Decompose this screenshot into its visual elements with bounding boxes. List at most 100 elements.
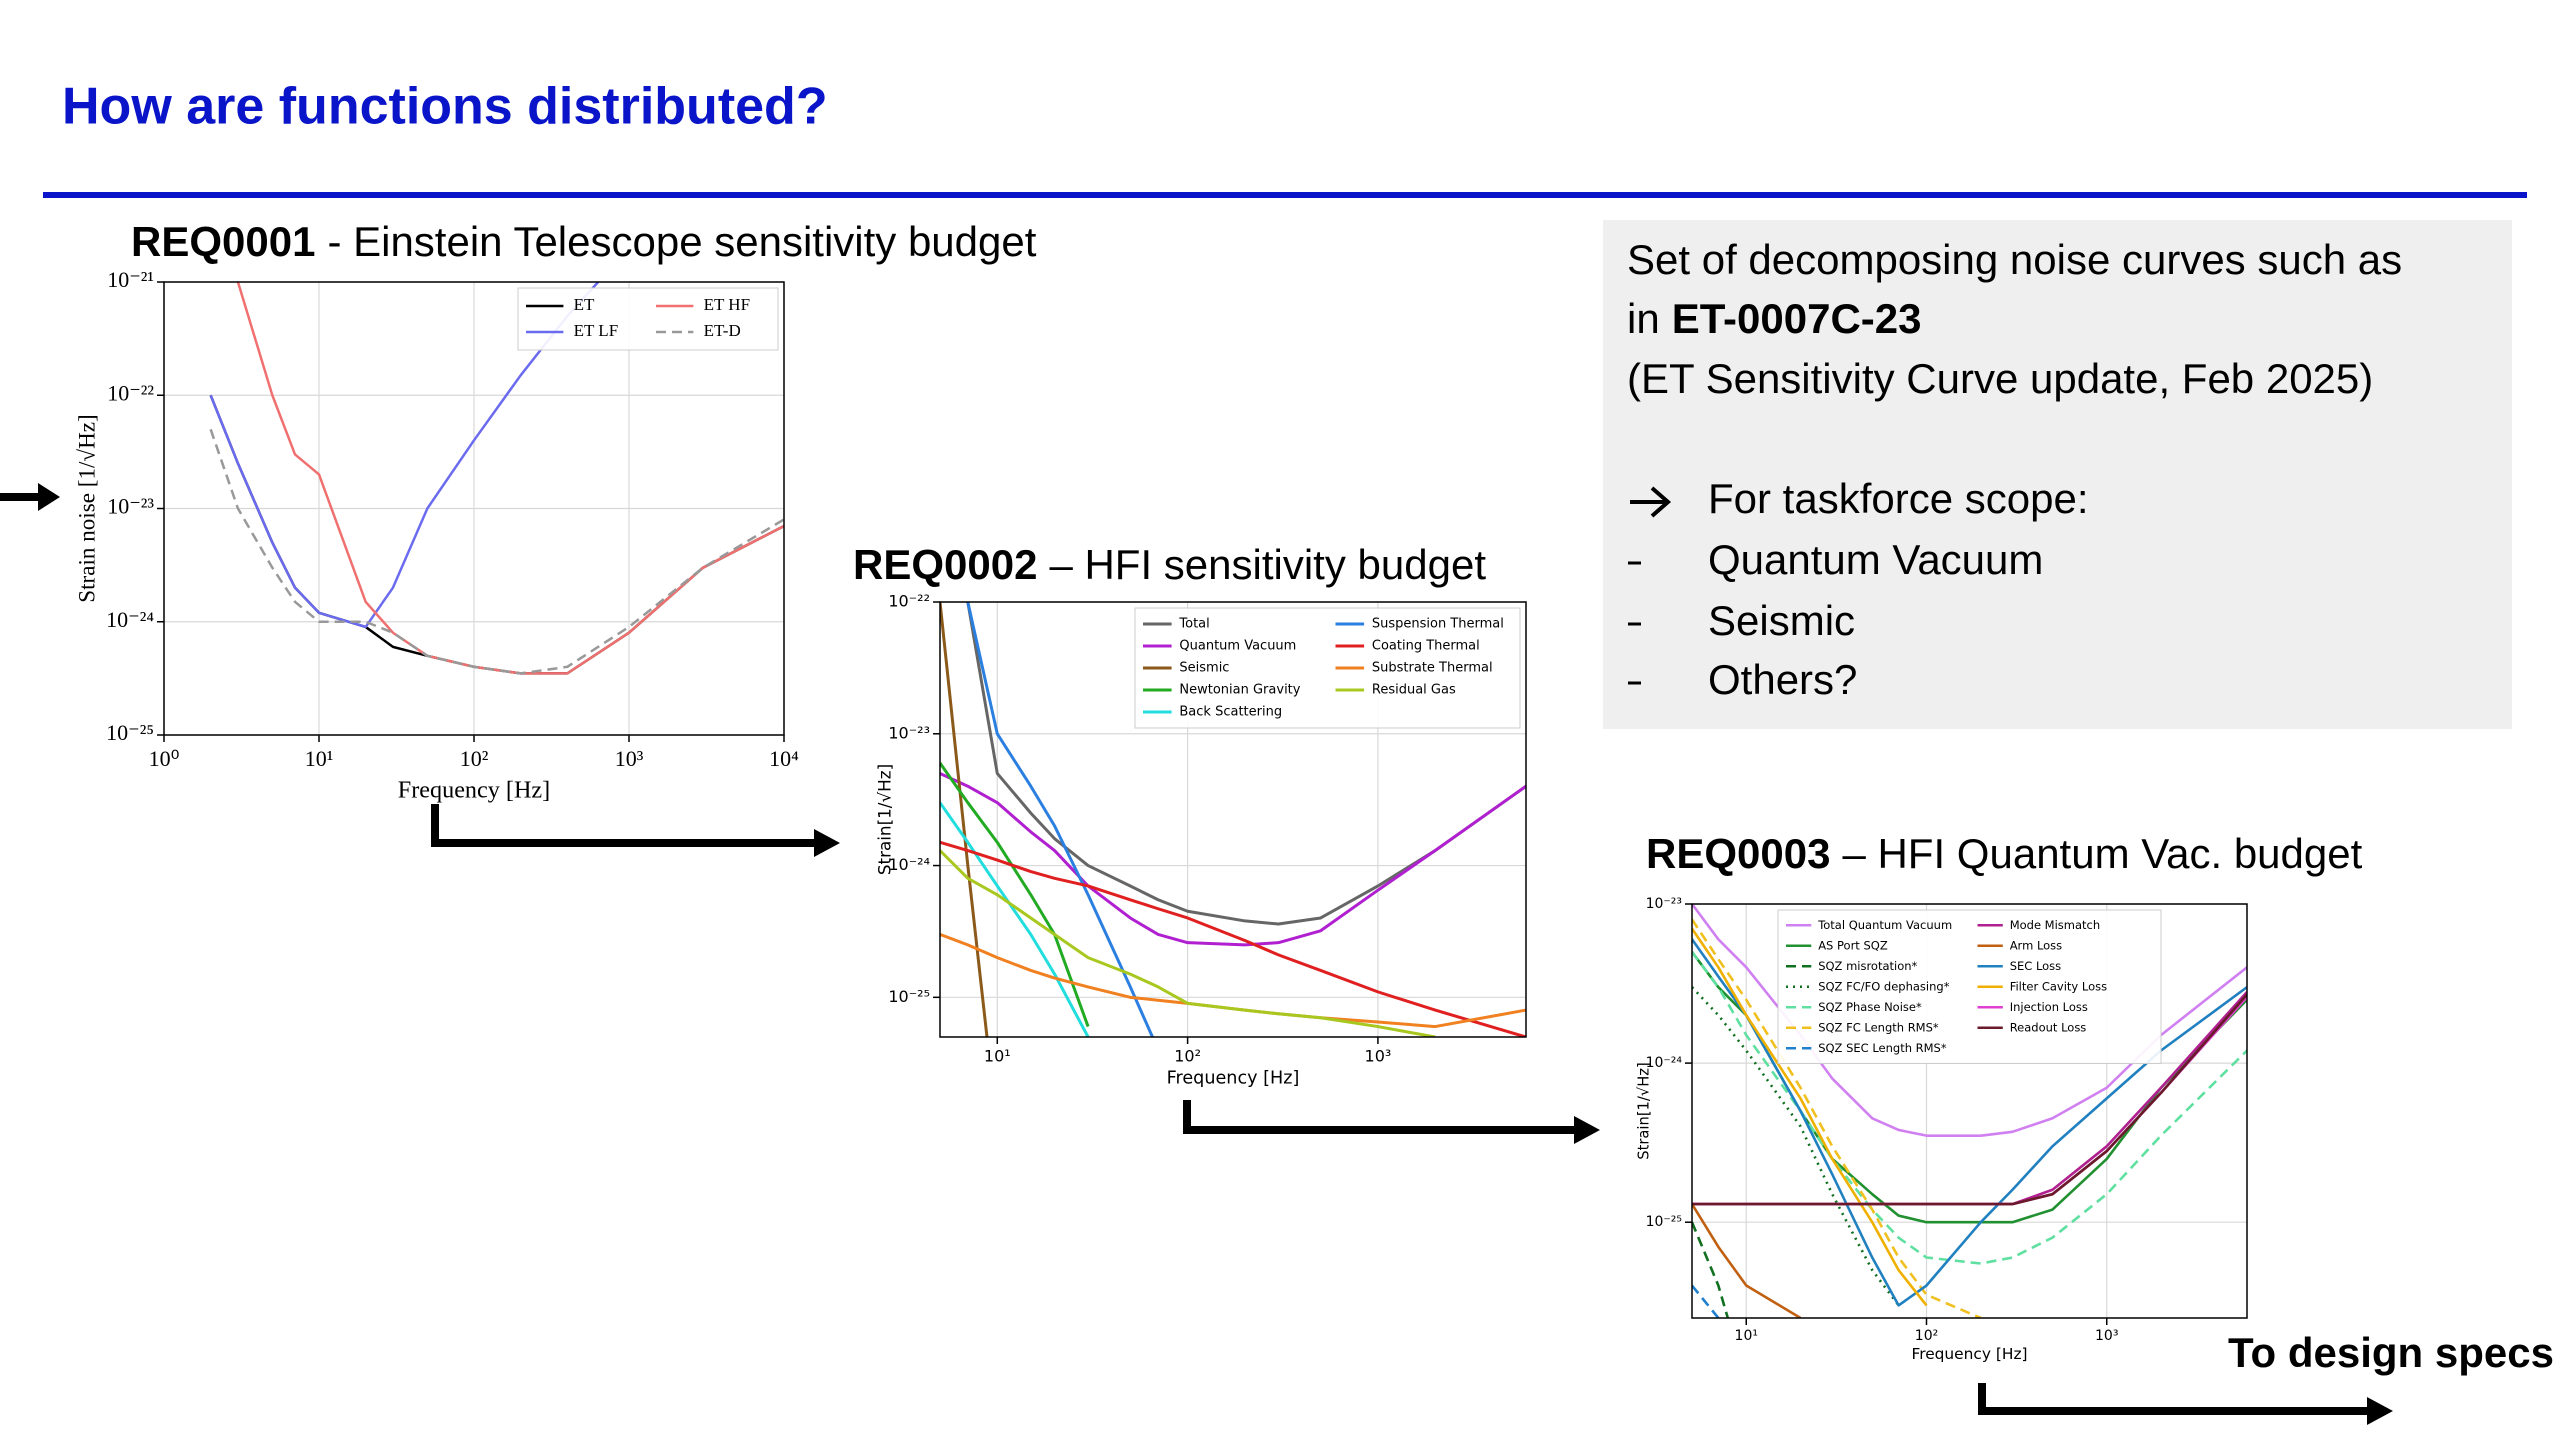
y-tick-label: 10⁻²² [888, 592, 930, 611]
legend-label: SQZ misrotation* [1818, 959, 1917, 973]
y-axis-label: Strain noise [1/√Hz] [73, 414, 99, 602]
series-line [940, 933, 1526, 1029]
legend-label: Quantum Vacuum [1179, 639, 1296, 654]
chart-caption: REQ0002 – HFI sensitivity budget [853, 541, 1486, 588]
legend-label: SEC Loss [2010, 959, 2061, 973]
y-axis-label: Strain[1/√Hz] [1635, 1062, 1652, 1159]
series-line [1692, 993, 2247, 1206]
legend-label: SQZ FC Length RMS* [1818, 1020, 1939, 1034]
legend-label: ET-D [704, 321, 741, 340]
note-item: Seismic [1708, 597, 1855, 644]
legend-box [1134, 607, 1521, 729]
legend-label: Mode Mismatch [2010, 918, 2100, 932]
legend-box [517, 287, 779, 351]
series-lines [940, 602, 1526, 1037]
plot-frame [939, 601, 1527, 1038]
legend-label: Substrate Thermal [1372, 661, 1493, 676]
series-line [940, 772, 1526, 947]
series-line [940, 801, 1090, 1037]
chart: REQ0003 – HFI Quantum Vac. budget 10¹ 10² 10… [1635, 830, 2363, 1363]
x-tick-label: 10³ [615, 746, 644, 771]
legend: Total Quantum Vacuum AS Port SQZ SQZ misro… [1777, 909, 2162, 1064]
legend-label: Suspension Thermal [1372, 617, 1504, 632]
y-tick-label: 10⁻²³ [888, 723, 930, 742]
y-tick-label: 10⁻²⁴ [888, 855, 930, 874]
y-tick-label: 10⁻²³ [107, 494, 154, 519]
legend-label: SQZ FC/FO dephasing* [1818, 979, 1950, 993]
legend-label: Back Scattering [1179, 705, 1282, 720]
arrow-1-shaft [431, 804, 818, 847]
chart-title: – HFI Quantum Vac. budget [1842, 830, 2362, 877]
x-tick-label: 10² [1915, 1328, 1938, 1344]
chart-caption: REQ0003 – HFI Quantum Vac. budget [1646, 830, 2363, 877]
legend-label: Injection Loss [2010, 1000, 2088, 1014]
series-line [940, 849, 1436, 1037]
legend: ET ET LF ET HF ET-D [517, 287, 779, 351]
y-tick-label: 10⁻²⁴ [106, 607, 154, 632]
title-rule [43, 192, 2527, 198]
series-line [1692, 951, 2247, 1265]
legend-label: Residual Gas [1372, 683, 1456, 698]
note-ref: ET-0007C-23 [1672, 295, 1922, 342]
note-scope: For taskforce scope: [1708, 475, 2088, 522]
x-tick-label: 10¹ [305, 746, 334, 771]
x-axis-label: Frequency [Hz] [1167, 1069, 1300, 1089]
legend-label: SQZ Phase Noise* [1818, 1000, 1922, 1014]
x-tick-label: 10² [1174, 1047, 1201, 1066]
legend-label: Arm Loss [2010, 938, 2062, 952]
series-line [1692, 927, 1928, 1307]
y-tick-label: 10⁻²⁵ [888, 987, 930, 1006]
x-tick-label: 10¹ [984, 1047, 1011, 1066]
note-box: Set of decomposing noise curves such as … [1603, 220, 2512, 729]
arrow-3-shaft [1978, 1383, 2371, 1415]
series-line [1692, 1221, 1730, 1318]
note-ref-detail: (ET Sensitivity Curve update, Feb 2025) [1627, 355, 2373, 402]
series-line [940, 840, 1526, 1037]
y-tick-label: 10⁻²⁵ [106, 720, 154, 745]
chart: REQ0001 - Einstein Telescope sensitivity … [73, 218, 1036, 804]
series-lines [1692, 904, 2247, 1318]
series-line [1692, 986, 1900, 1307]
series-line [1692, 904, 2247, 1137]
y-axis-label: Strain[1/√Hz] [875, 764, 895, 875]
series-line [940, 602, 989, 1037]
legend-box [1777, 909, 2162, 1064]
chart-title: - Einstein Telescope sensitivity budget [327, 218, 1036, 265]
chart-caption: REQ0001 - Einstein Telescope sensitivity … [131, 218, 1037, 265]
arrow-2-head [1574, 1116, 1600, 1144]
chart: REQ0002 – HFI sensitivity budget 10¹ 10² 10³… [853, 541, 1527, 1089]
arrow-1-head [814, 829, 840, 857]
x-tick-label: 10⁰ [149, 746, 180, 771]
legend-label: Filter Cavity Loss [2010, 979, 2107, 993]
footer-label: To design specs [2228, 1329, 2554, 1376]
slide-title: How are functions distributed? [62, 78, 828, 136]
series-line [209, 428, 784, 675]
note-ref-prefix: in [1627, 295, 1660, 342]
chart-req-id: REQ0002 [853, 541, 1037, 588]
arrow-2-shaft [1183, 1100, 1578, 1134]
plot-frame [1691, 903, 2248, 1319]
note-item: Others? [1708, 656, 1857, 703]
arrow-3-head [2367, 1397, 2393, 1425]
legend-label: Seismic [1179, 661, 1229, 676]
plot-frame [163, 281, 785, 736]
note-intro: Set of decomposing noise curves such as [1627, 236, 2402, 283]
chart-req-id: REQ0001 [131, 218, 315, 265]
x-tick-label: 10³ [2095, 1328, 2118, 1344]
x-axis-label: Frequency [Hz] [398, 777, 550, 804]
legend: Total Quantum Vacuum Seismic Newtonian Grav… [1134, 607, 1521, 729]
x-axis-label: Frequency [Hz] [1911, 1345, 2027, 1363]
y-tick-label: 10⁻²² [107, 380, 154, 405]
y-tick-label: 10⁻²³ [1646, 896, 1682, 912]
x-tick-label: 10³ [1365, 1047, 1392, 1066]
x-tick-label: 10² [460, 746, 489, 771]
legend-label: Total Quantum Vacuum [1817, 918, 1952, 932]
y-tick-label: 10⁻²¹ [107, 267, 154, 292]
legend-label: SQZ SEC Length RMS* [1818, 1041, 1947, 1055]
series-line [209, 282, 600, 629]
y-tick-label: 10⁻²⁵ [1646, 1214, 1682, 1230]
series-line [966, 602, 1155, 1037]
note-arrow [1630, 486, 1672, 518]
x-tick-label: 10⁴ [769, 746, 799, 771]
